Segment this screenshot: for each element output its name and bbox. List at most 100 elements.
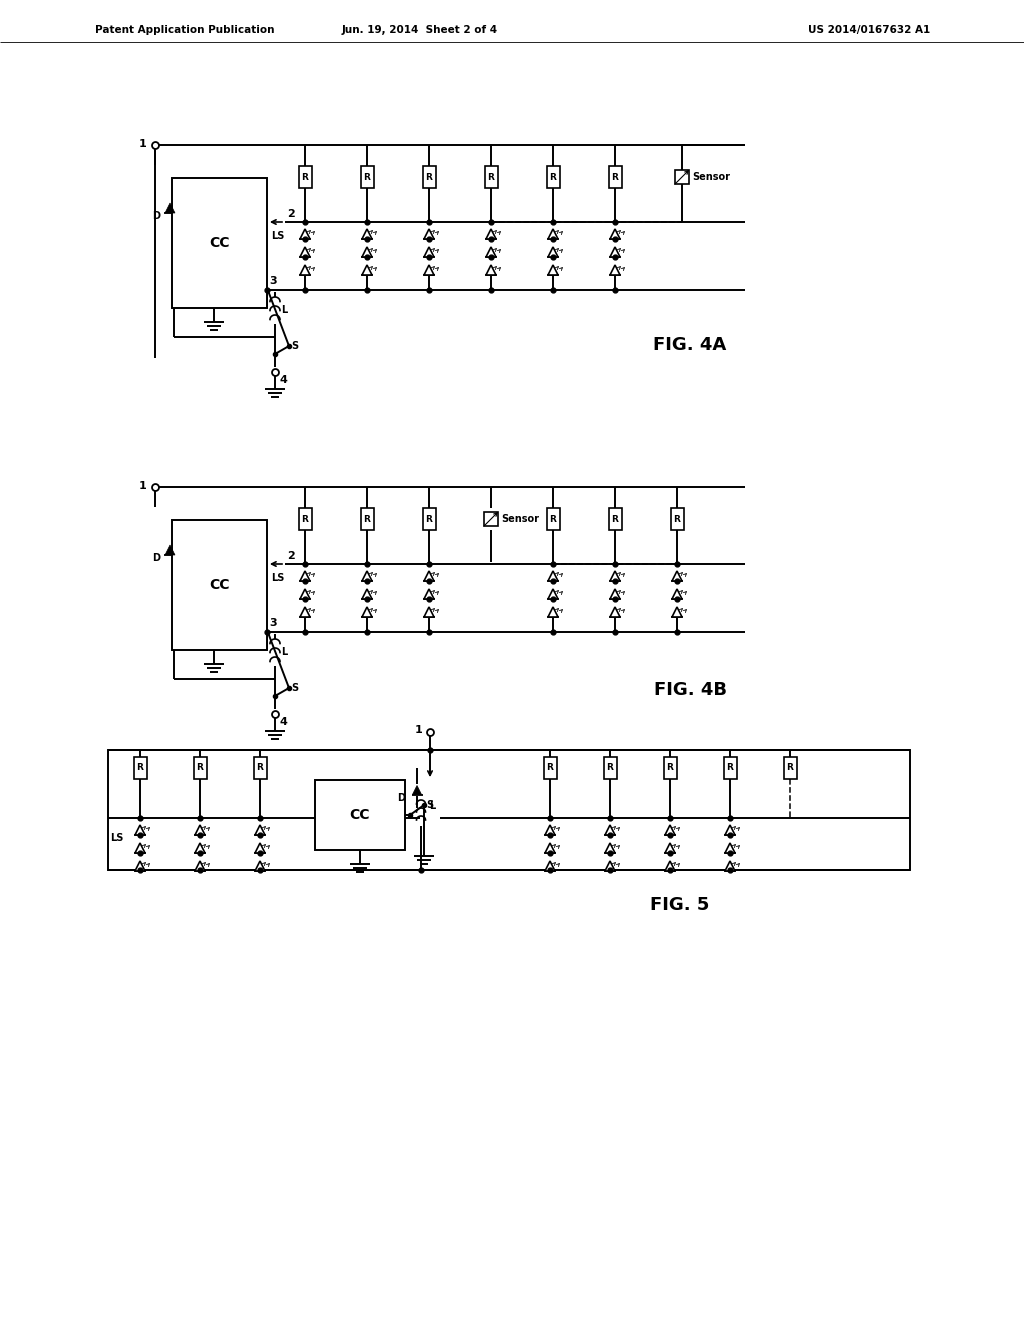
Text: R: R bbox=[606, 763, 613, 772]
Bar bbox=[675, 170, 689, 183]
Bar bbox=[664, 756, 677, 779]
Polygon shape bbox=[362, 265, 372, 275]
Bar bbox=[360, 166, 374, 187]
Bar bbox=[544, 756, 556, 779]
Polygon shape bbox=[300, 247, 310, 257]
Text: 3: 3 bbox=[269, 276, 276, 286]
Text: LS: LS bbox=[271, 231, 285, 242]
Polygon shape bbox=[672, 572, 682, 581]
Text: Patent Application Publication: Patent Application Publication bbox=[95, 25, 274, 36]
Text: R: R bbox=[301, 173, 308, 181]
Polygon shape bbox=[362, 228, 372, 239]
Polygon shape bbox=[300, 589, 310, 599]
Bar bbox=[783, 756, 797, 779]
Polygon shape bbox=[672, 589, 682, 599]
Text: L: L bbox=[281, 647, 288, 657]
Polygon shape bbox=[255, 861, 265, 871]
Text: R: R bbox=[257, 763, 263, 772]
Polygon shape bbox=[665, 843, 675, 853]
Bar bbox=[133, 756, 146, 779]
Bar bbox=[315, 780, 406, 850]
Polygon shape bbox=[610, 572, 620, 581]
Text: CC: CC bbox=[209, 578, 229, 591]
Polygon shape bbox=[424, 247, 434, 257]
Text: R: R bbox=[667, 763, 674, 772]
Polygon shape bbox=[300, 228, 310, 239]
Text: FIG. 4B: FIG. 4B bbox=[653, 681, 726, 700]
Bar bbox=[547, 508, 559, 531]
Polygon shape bbox=[610, 589, 620, 599]
Polygon shape bbox=[486, 228, 496, 239]
Text: S: S bbox=[291, 682, 298, 693]
Text: D: D bbox=[152, 553, 160, 564]
Text: 1: 1 bbox=[138, 139, 146, 149]
Text: D: D bbox=[397, 793, 406, 803]
Polygon shape bbox=[605, 861, 615, 871]
Polygon shape bbox=[413, 785, 422, 795]
Bar bbox=[547, 166, 559, 187]
Text: R: R bbox=[727, 763, 733, 772]
Polygon shape bbox=[135, 825, 145, 836]
Text: R: R bbox=[550, 173, 556, 181]
Text: R: R bbox=[301, 515, 308, 524]
Text: 2: 2 bbox=[287, 209, 295, 219]
Polygon shape bbox=[300, 607, 310, 616]
Polygon shape bbox=[548, 589, 558, 599]
Polygon shape bbox=[545, 861, 555, 871]
Bar bbox=[484, 166, 498, 187]
Text: 1: 1 bbox=[138, 480, 146, 491]
Text: R: R bbox=[611, 173, 618, 181]
Bar bbox=[484, 512, 498, 525]
Polygon shape bbox=[195, 843, 205, 853]
Text: LS: LS bbox=[271, 573, 285, 583]
Text: FIG. 4A: FIG. 4A bbox=[653, 337, 727, 354]
Text: Sensor: Sensor bbox=[501, 513, 539, 524]
Polygon shape bbox=[548, 607, 558, 616]
Polygon shape bbox=[725, 843, 735, 853]
Text: R: R bbox=[136, 763, 143, 772]
Bar bbox=[254, 756, 266, 779]
Polygon shape bbox=[725, 825, 735, 836]
Polygon shape bbox=[548, 572, 558, 581]
Polygon shape bbox=[362, 572, 372, 581]
Bar bbox=[299, 166, 311, 187]
Polygon shape bbox=[610, 228, 620, 239]
Text: R: R bbox=[426, 515, 432, 524]
Bar bbox=[671, 508, 683, 531]
Polygon shape bbox=[548, 228, 558, 239]
Bar bbox=[608, 508, 622, 531]
Bar bbox=[108, 750, 910, 870]
Bar bbox=[423, 166, 435, 187]
Polygon shape bbox=[545, 825, 555, 836]
Bar bbox=[724, 756, 736, 779]
Bar bbox=[603, 756, 616, 779]
Polygon shape bbox=[725, 861, 735, 871]
Polygon shape bbox=[362, 589, 372, 599]
Polygon shape bbox=[424, 228, 434, 239]
Bar bbox=[172, 178, 267, 308]
Bar bbox=[172, 520, 267, 649]
Text: 3: 3 bbox=[269, 618, 276, 628]
Polygon shape bbox=[610, 607, 620, 616]
Text: LS: LS bbox=[110, 833, 123, 843]
Polygon shape bbox=[610, 247, 620, 257]
Text: 4: 4 bbox=[279, 375, 287, 385]
Text: R: R bbox=[364, 173, 371, 181]
Polygon shape bbox=[300, 572, 310, 581]
Text: R: R bbox=[550, 515, 556, 524]
Text: R: R bbox=[487, 173, 495, 181]
Polygon shape bbox=[135, 843, 145, 853]
Polygon shape bbox=[424, 589, 434, 599]
Bar bbox=[299, 508, 311, 531]
Text: 2: 2 bbox=[287, 550, 295, 561]
Text: R: R bbox=[426, 173, 432, 181]
Polygon shape bbox=[548, 265, 558, 275]
Text: R: R bbox=[547, 763, 553, 772]
Text: L: L bbox=[429, 801, 435, 810]
Text: CC: CC bbox=[209, 236, 229, 249]
Text: 1: 1 bbox=[415, 725, 422, 735]
Text: D: D bbox=[152, 211, 160, 220]
Polygon shape bbox=[424, 265, 434, 275]
Polygon shape bbox=[665, 861, 675, 871]
Polygon shape bbox=[362, 247, 372, 257]
